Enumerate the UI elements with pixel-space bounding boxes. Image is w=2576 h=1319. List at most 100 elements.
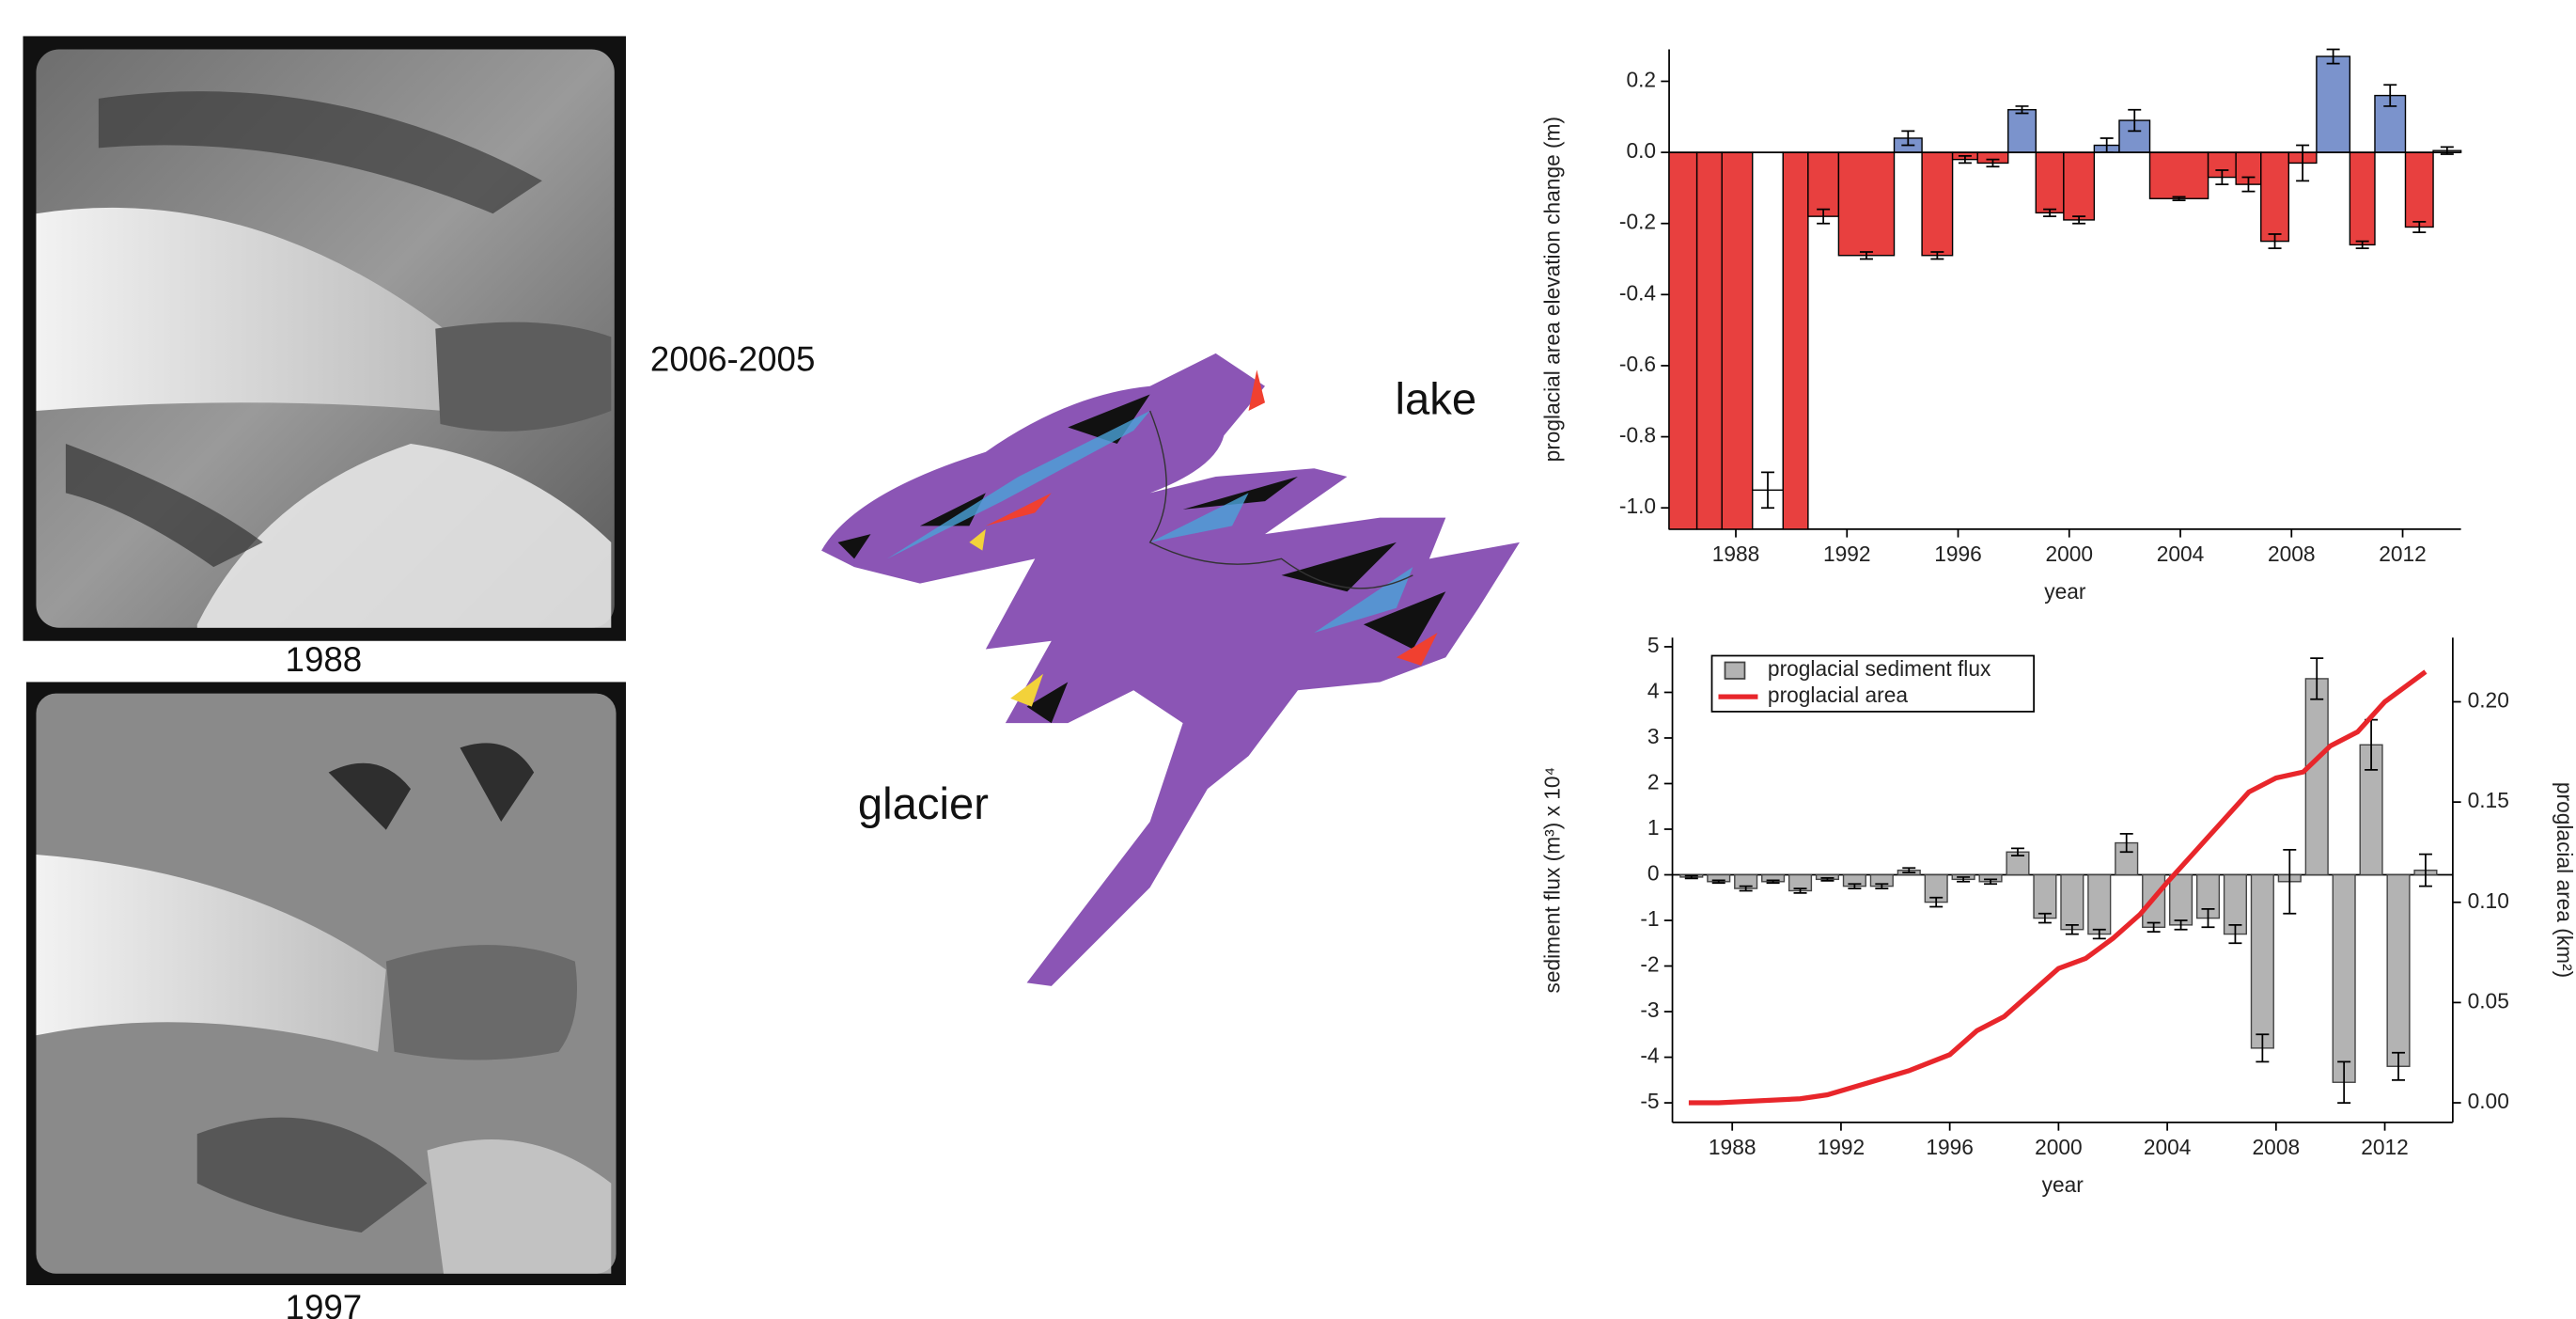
error-bar — [2128, 108, 2142, 133]
error-bar — [2418, 853, 2432, 887]
bar — [2169, 873, 2194, 926]
error-bar — [1817, 208, 1831, 225]
error-bar — [1820, 877, 1834, 882]
error-bar — [1930, 251, 1944, 260]
y-tick-label: -1.0 — [1619, 494, 1656, 518]
y-tick-label: -4 — [1640, 1044, 1659, 1068]
y-tick-label: -1 — [1640, 906, 1659, 931]
error-bar — [2015, 105, 2029, 115]
y-tick-label: -0.4 — [1619, 280, 1656, 305]
error-bar — [1793, 887, 1807, 894]
area-line — [1688, 669, 2428, 1106]
error-bar — [1875, 883, 1889, 889]
error-bar — [2010, 847, 2024, 857]
legend-label: proglacial sediment flux — [1768, 656, 1991, 681]
bar — [2260, 151, 2290, 243]
error-bar — [2147, 921, 2161, 934]
error-bar — [2065, 924, 2079, 935]
error-bar — [2326, 48, 2340, 65]
aerial-photo — [23, 36, 627, 641]
error-bar — [2268, 233, 2282, 250]
aerial-photo — [25, 682, 627, 1285]
y-tick-label: 0 — [1647, 861, 1660, 886]
bar — [2063, 151, 2096, 221]
y2-axis-label: proglacial area (km²) — [2553, 782, 2576, 978]
error-bar — [1958, 154, 1972, 165]
bar — [1782, 151, 1809, 530]
bar — [1807, 151, 1840, 217]
y2-tick-label: 0.05 — [2468, 988, 2509, 1013]
bar — [1921, 151, 1954, 257]
x-tick-label: 2000 — [2035, 1135, 2083, 1159]
y-tick-label: 3 — [1647, 724, 1660, 748]
y2-tick-label: 0.00 — [2468, 1089, 2509, 1113]
x-tick-label: 2004 — [2157, 542, 2205, 566]
x-tick-label: 1988 — [1709, 1135, 1756, 1159]
bar — [2148, 151, 2209, 199]
dem-label: 2006-2005 — [650, 339, 815, 378]
error-bar — [1984, 878, 1998, 886]
error-bar — [1684, 874, 1698, 880]
error-bar — [2201, 908, 2215, 929]
error-bar — [1957, 876, 1971, 883]
error-bar — [1986, 158, 2000, 168]
x-tick-label: 1992 — [1818, 1135, 1866, 1159]
y-axis-label: sediment flux (m³) x 10⁴ — [1540, 767, 1565, 994]
y-tick-label: 0.2 — [1626, 67, 1656, 91]
x-axis-label: year — [2042, 1172, 2084, 1197]
error-bar — [2337, 1060, 2351, 1104]
bar — [1695, 151, 1723, 530]
y-tick-label: 5 — [1647, 633, 1660, 657]
legend-swatch — [1724, 661, 1746, 680]
error-bar — [1902, 867, 1916, 873]
error-bar — [2072, 215, 2086, 225]
error-bar — [2355, 240, 2369, 250]
error-bar — [1859, 251, 1873, 260]
y-tick-label: -0.2 — [1619, 210, 1656, 234]
y-tick-label: 1 — [1647, 815, 1660, 840]
error-bar — [1766, 879, 1780, 885]
bar — [2033, 873, 2057, 919]
error-bar — [2383, 84, 2397, 107]
error-bar — [2215, 169, 2229, 185]
y2-tick-label: 0.15 — [2468, 788, 2509, 812]
error-bar — [2174, 919, 2188, 931]
error-bar — [2241, 176, 2256, 193]
map-label: glacier — [858, 779, 989, 829]
y-tick-label: 2 — [1647, 769, 1660, 793]
error-bar — [2256, 1033, 2270, 1063]
bar — [2060, 873, 2084, 931]
photo-label: 1988 — [286, 640, 363, 679]
y-tick-label: -0.8 — [1619, 423, 1656, 448]
bar — [2349, 151, 2376, 246]
y2-tick-label: 0.20 — [2468, 687, 2509, 712]
error-bar — [2043, 208, 2057, 218]
error-bar — [1739, 885, 1753, 892]
bar — [2332, 873, 2356, 1083]
bar — [2404, 151, 2434, 228]
error-bar — [2412, 220, 2427, 234]
error-bar — [2310, 657, 2324, 700]
x-tick-label: 1988 — [1712, 542, 1760, 566]
error-bar — [1711, 879, 1725, 885]
y-tick-label: -5 — [1640, 1089, 1659, 1113]
x-tick-label: 1996 — [1926, 1135, 1974, 1159]
y-tick-label: 4 — [1647, 678, 1660, 702]
y-tick-label: -0.6 — [1619, 352, 1656, 376]
photo-label: 1997 — [286, 1288, 363, 1319]
bar — [2316, 55, 2351, 153]
legend-label: proglacial area — [1768, 683, 1908, 707]
error-bar — [2228, 924, 2242, 945]
legend-box — [1710, 654, 2035, 713]
error-bar — [1901, 130, 1915, 147]
y-tick-label: -3 — [1640, 997, 1659, 1022]
map-label: lake — [1396, 375, 1477, 425]
x-tick-label: 2012 — [2379, 542, 2427, 566]
x-axis-label: year — [2044, 579, 2086, 604]
error-bar — [1929, 896, 1944, 908]
y-tick-label: 0.0 — [1626, 138, 1656, 163]
bar — [1837, 151, 1896, 257]
bar — [1721, 151, 1754, 530]
x-tick-label: 2012 — [2361, 1135, 2409, 1159]
